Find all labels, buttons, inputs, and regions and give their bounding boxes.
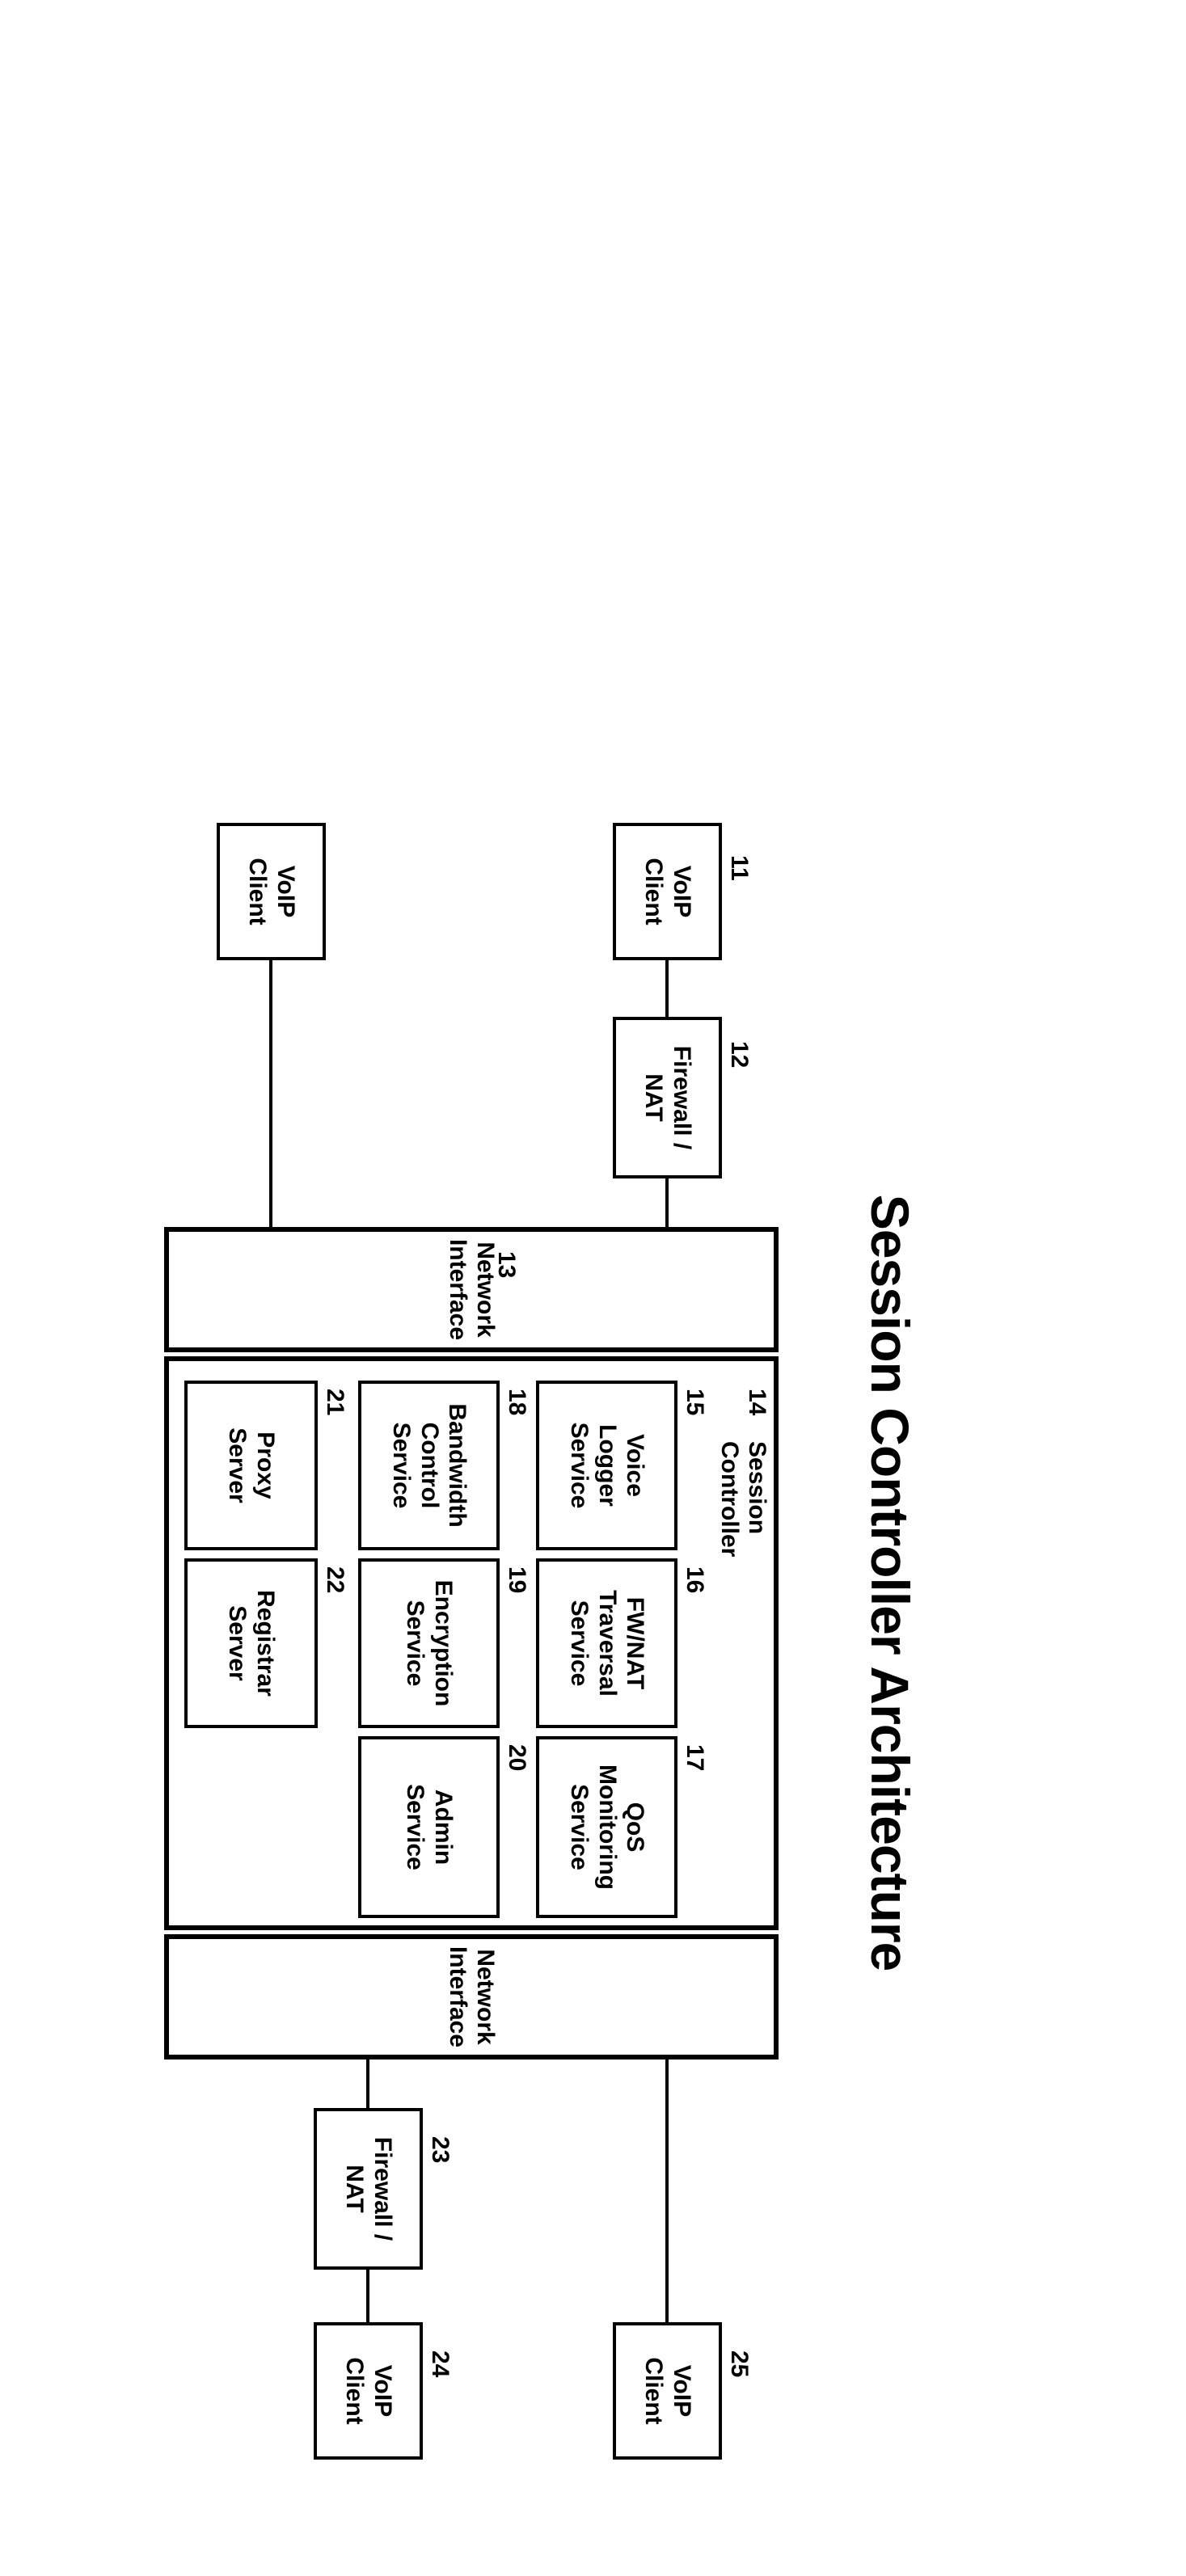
edge-ni-25: [665, 2060, 669, 2322]
label-14: 14: [743, 1389, 770, 1415]
label-11: 11: [725, 855, 753, 881]
proxy-server-21: ProxyServer: [184, 1381, 318, 1550]
network-interface-13: NetworkInterface: [164, 1227, 779, 1352]
admin-service-20: AdminService: [358, 1736, 500, 1918]
session-controller-title: SessionController: [715, 1441, 770, 1557]
label-20: 20: [503, 1744, 530, 1771]
firewall-nat-12: Firewall /NAT: [613, 1017, 722, 1178]
edge-12-13: [665, 1178, 669, 1227]
label-21: 21: [321, 1389, 348, 1415]
firewall-nat-23: Firewall /NAT: [314, 2108, 423, 2270]
edge-23-24: [366, 2270, 369, 2322]
label-12: 12: [725, 1041, 753, 1068]
bandwidth-control-service-18: BandwidthControlService: [358, 1381, 500, 1550]
label-16: 16: [681, 1566, 708, 1593]
edge-bl-13: [269, 960, 272, 1227]
label-13: 13: [492, 1251, 520, 1278]
label-17: 17: [681, 1744, 708, 1771]
label-24: 24: [426, 2350, 454, 2377]
voip-client-25: VoIPClient: [613, 2322, 722, 2460]
encryption-service-19: EncryptionService: [358, 1558, 500, 1728]
label-25: 25: [725, 2350, 753, 2377]
label-22: 22: [321, 1566, 348, 1593]
network-interface-13-label: NetworkInterface: [444, 1239, 500, 1340]
network-interface-right: NetworkInterface: [164, 1934, 779, 2060]
voip-client-bottom-left: VoIPClient: [217, 823, 326, 960]
voip-client-11: VoIPClient: [613, 823, 722, 960]
label-19: 19: [503, 1566, 530, 1593]
registrar-server-22: RegistrarServer: [184, 1558, 318, 1728]
voice-logger-service-15: VoiceLoggerService: [536, 1381, 677, 1550]
label-23: 23: [426, 2136, 454, 2163]
voip-client-24: VoIPClient: [314, 2322, 423, 2460]
label-18: 18: [503, 1389, 530, 1415]
network-interface-right-label: NetworkInterface: [444, 1946, 500, 2047]
label-15: 15: [681, 1389, 708, 1415]
architecture-diagram: VoIPClient 11 Firewall /NAT 12 VoIPClien…: [99, 734, 827, 2431]
fwnat-traversal-service-16: FW/NATTraversalService: [536, 1558, 677, 1728]
edge-ni-23: [366, 2060, 369, 2108]
edge-11-12: [665, 960, 669, 1017]
qos-monitoring-service-17: QoSMonitoringService: [536, 1736, 677, 1918]
diagram-title: Session Controller Architecture: [859, 589, 921, 2576]
